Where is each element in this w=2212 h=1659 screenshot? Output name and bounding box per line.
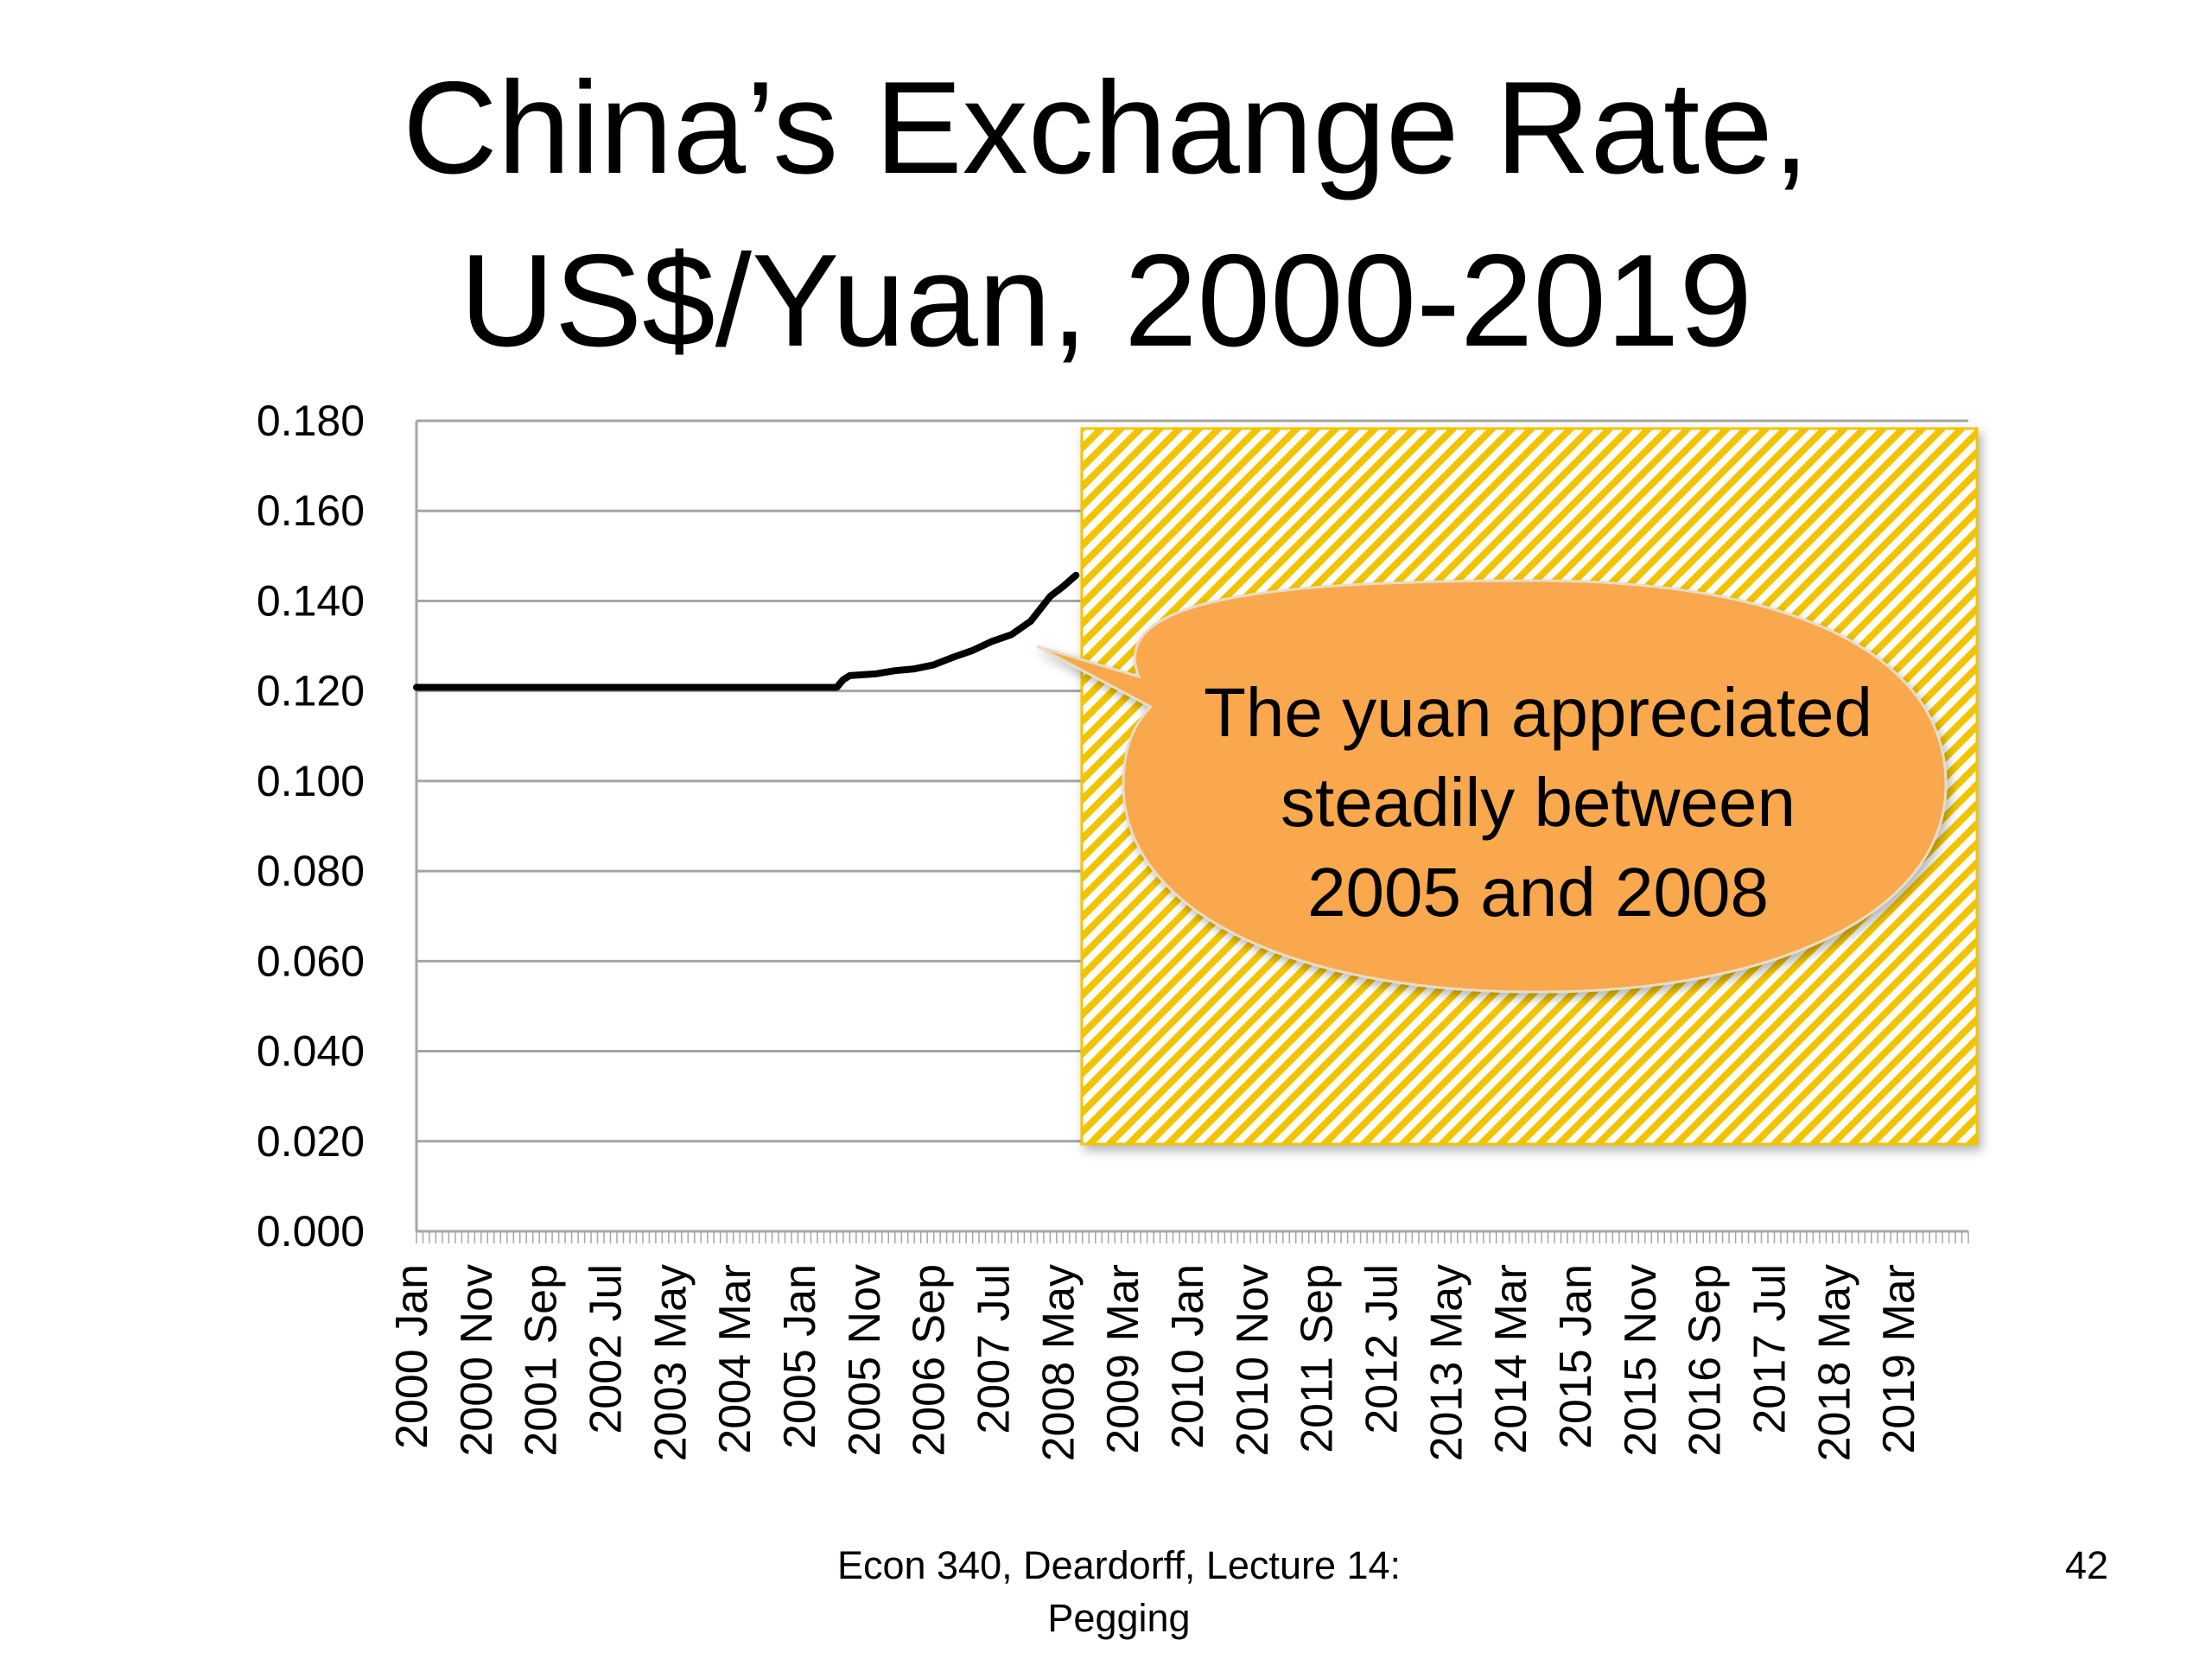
y-tick-label: 0.120 (257, 667, 365, 715)
x-tick-label: 2010 Jan (1163, 1264, 1213, 1449)
x-tick-label: 2018 May (1809, 1264, 1859, 1461)
slide-title-line-1: China’s Exchange Rate, (403, 54, 1809, 201)
y-tick-label: 0.100 (257, 757, 365, 805)
axes (415, 421, 1969, 1243)
x-tick-label: 2002 Jul (582, 1264, 632, 1434)
y-tick-label: 0.080 (257, 847, 365, 895)
x-tick-label: 2001 Sep (517, 1264, 567, 1457)
y-tick-label: 0.040 (257, 1027, 365, 1076)
x-tick-label: 2004 Mar (710, 1264, 760, 1454)
y-axis-tick-labels: 0.000 0.020 0.040 0.060 0.080 0.100 0.120 0.140… (257, 397, 365, 1255)
x-axis-tick-labels: 2000 Jan 2000 Nov 2001 Sep 2002 Jul 2003 May… (387, 1264, 1924, 1461)
x-tick-label: 2007 Jul (969, 1264, 1020, 1434)
x-tick-label: 2015 Nov (1616, 1264, 1666, 1457)
series-layer (413, 571, 1080, 691)
x-tick-label: 2000 Nov (452, 1264, 502, 1457)
x-tick-label: 2017 Jul (1745, 1264, 1796, 1434)
footer-line-2: Pegging (1047, 1595, 1191, 1640)
y-tick-label: 0.000 (257, 1207, 365, 1255)
x-tick-label: 2003 May (645, 1264, 696, 1461)
slide-number: 42 (2064, 1543, 2108, 1587)
y-tick-label: 0.140 (257, 576, 365, 625)
y-tick-label: 0.020 (257, 1117, 365, 1166)
x-tick-label: 2012 Jul (1357, 1264, 1408, 1434)
x-tick-label: 2006 Sep (905, 1264, 955, 1457)
x-tick-label: 2011 Sep (1293, 1264, 1343, 1453)
slide-title-line-2: US$/Yuan, 2000-2019 (460, 227, 1752, 374)
x-tick-label: 2016 Sep (1681, 1264, 1731, 1457)
x-tick-label: 2019 Mar (1874, 1264, 1924, 1454)
callout-text-line: The yuan appreciated (1204, 674, 1872, 751)
x-tick-label: 2010 Nov (1228, 1264, 1278, 1457)
x-tick-label: 2008 May (1033, 1264, 1084, 1461)
x-tick-label: 2009 Mar (1098, 1264, 1148, 1454)
callout-text-line: steadily between (1281, 764, 1796, 841)
callout-text-line: 2005 and 2008 (1307, 854, 1769, 931)
x-tick-label: 2005 Nov (840, 1264, 890, 1457)
footer-caption: Econ 340, Deardorff, Lecture 14: Pegging (631, 1540, 1607, 1645)
x-tick-label: 2000 Jan (387, 1264, 437, 1449)
y-tick-label: 0.160 (257, 486, 365, 535)
x-axis-minor-ticks (416, 1231, 1969, 1243)
series-line-0 (413, 571, 1080, 691)
speech-bubble (1036, 579, 1948, 994)
x-tick-label: 2013 May (1421, 1264, 1471, 1461)
x-tick-label: 2014 Mar (1486, 1264, 1536, 1454)
annotation-callout: The yuan appreciated steadily between 2005… (1036, 427, 1979, 1146)
y-tick-label: 0.060 (257, 937, 365, 985)
x-tick-label: 2015 Jan (1551, 1264, 1601, 1449)
footer-line-1: Econ 340, Deardorff, Lecture 14: (836, 1543, 1402, 1587)
y-tick-label: 0.180 (257, 397, 365, 445)
x-tick-label: 2005 Jan (775, 1264, 825, 1449)
